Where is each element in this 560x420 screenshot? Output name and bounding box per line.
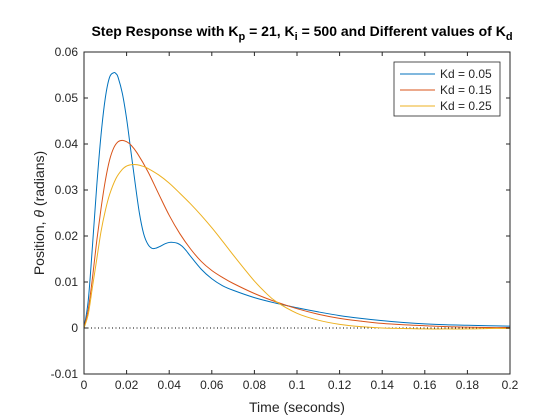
legend-box: [393, 61, 501, 117]
legend-label-3: Kd = 0.25: [440, 99, 492, 113]
y-tick-label: 0.03: [55, 183, 79, 197]
series-group: [83, 71, 511, 330]
series-line-2: [83, 139, 511, 329]
y-axis-label-suffix: (radians): [31, 151, 47, 210]
legend-label-2: Kd = 0.15: [440, 83, 492, 97]
x-tick-label: 0: [81, 378, 88, 392]
x-tick-label: 0.14: [371, 378, 395, 392]
y-tick-label: -0.01: [51, 367, 79, 381]
title-part: Step Response with K: [91, 23, 238, 39]
y-tick-label: 0: [71, 321, 78, 335]
y-tick-label: 0.02: [55, 229, 79, 243]
y-tick-label: 0.05: [55, 91, 79, 105]
x-tick-label: 0.16: [413, 378, 437, 392]
x-tick-label: 0.04: [158, 378, 182, 392]
ticks-group: 0 0.02 0.04 0.06 0.08 0.1 0.12 0.14 0.16 0.18 0.2 -…: [51, 45, 519, 392]
title-part: = 21, K: [245, 23, 294, 39]
series-line-3: [83, 163, 511, 330]
chart-title: Step Response with Kp = 21, Ki = 500 and…: [91, 23, 512, 43]
x-tick-label: 0.2: [502, 378, 519, 392]
legend-label-1: Kd = 0.05: [440, 67, 492, 81]
title-subscript: p: [238, 31, 245, 43]
y-tick-label: 0.04: [55, 137, 79, 151]
x-tick-label: 0.1: [289, 378, 306, 392]
x-tick-label: 0.02: [115, 378, 139, 392]
y-axis-label: Position, θ (radians): [31, 151, 47, 275]
y-tick-label: 0.06: [55, 45, 79, 59]
series-line-1: [83, 71, 511, 329]
y-axis-label-symbol: θ: [31, 210, 47, 218]
title-part: = 500 and Different values of K: [298, 23, 506, 39]
x-tick-label: 0.08: [243, 378, 267, 392]
x-tick-label: 0.12: [328, 378, 352, 392]
title-subscript: d: [506, 31, 513, 43]
y-tick-label: 0.01: [55, 275, 79, 289]
x-tick-label: 0.06: [200, 378, 224, 392]
title-subscript: i: [295, 31, 298, 43]
legend: Kd = 0.05 Kd = 0.15 Kd = 0.25: [393, 61, 501, 117]
x-axis-label: Time (seconds): [249, 399, 345, 415]
y-axis-label-prefix: Position,: [31, 218, 47, 276]
x-tick-label: 0.18: [456, 378, 480, 392]
